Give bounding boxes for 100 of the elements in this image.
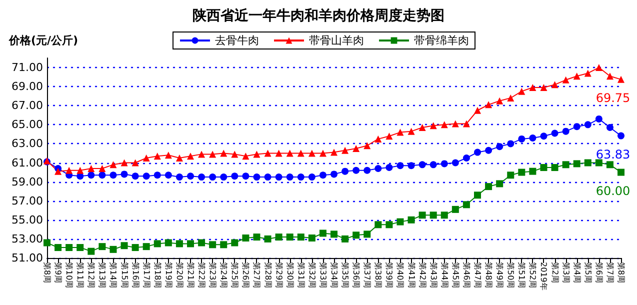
point: [529, 84, 536, 92]
point: [529, 168, 536, 175]
point: [606, 72, 614, 80]
y-tick-label: 57.00: [12, 194, 43, 208]
point: [396, 218, 404, 226]
point: [264, 150, 272, 157]
point: [88, 172, 95, 179]
point: [110, 172, 117, 179]
point: [198, 150, 206, 158]
point: [330, 148, 338, 156]
point: [308, 150, 316, 157]
point: [98, 172, 106, 179]
x-tick-label: 第6周: [594, 262, 604, 284]
point: [286, 174, 294, 181]
point: [408, 216, 415, 224]
point: [187, 152, 194, 160]
point: [176, 240, 183, 248]
point: [88, 164, 95, 172]
y-tick-label: 63.00: [12, 137, 43, 150]
point: [618, 132, 624, 140]
point: [374, 135, 382, 142]
point: [319, 150, 326, 157]
x-tick-label: 第30周: [285, 262, 294, 288]
point: [595, 115, 602, 122]
point: [264, 174, 272, 181]
y-tick-label: 51.00: [12, 252, 43, 264]
point: [507, 94, 514, 102]
point: [562, 161, 570, 168]
x-tick-label: 第47周: [473, 262, 482, 288]
point: [364, 230, 371, 238]
x-tick-label: 第22周: [197, 262, 206, 288]
y-tick-label: 55.00: [12, 213, 43, 226]
point: [297, 234, 304, 241]
point: [364, 166, 371, 174]
point: [485, 183, 492, 190]
x-tick-label: 第37周: [362, 262, 372, 288]
point: [396, 128, 404, 136]
x-tick-label: 第44周: [440, 262, 449, 288]
x-tick-label: 第23周: [208, 262, 218, 288]
point: [418, 212, 426, 219]
point: [209, 241, 216, 248]
point: [529, 134, 536, 142]
point: [142, 154, 150, 162]
point: [231, 172, 238, 180]
point: [606, 161, 614, 168]
point: [242, 234, 250, 242]
point: [408, 128, 415, 135]
y-axis-title: 价格(元/公斤): [8, 34, 78, 47]
point: [88, 248, 95, 255]
x-tick-label: 第41周: [406, 262, 416, 288]
point: [507, 140, 514, 148]
point: [319, 230, 326, 237]
point: [474, 148, 481, 156]
point: [551, 130, 558, 137]
point: [66, 244, 73, 252]
point: [264, 235, 272, 242]
point: [440, 160, 448, 168]
point: [408, 162, 415, 170]
point: [507, 172, 514, 179]
x-tick-label: 第3周: [561, 262, 570, 284]
point: [275, 150, 282, 157]
point: [364, 142, 371, 150]
point: [220, 174, 228, 181]
x-tick-label: 第2周: [550, 262, 560, 284]
point: [308, 174, 316, 181]
point: [275, 174, 282, 181]
point: [308, 234, 316, 242]
x-tick-label: 第5周: [583, 262, 592, 284]
point: [474, 106, 481, 114]
point: [253, 234, 260, 241]
x-tick-label: 第9周: [54, 262, 63, 284]
point: [573, 123, 580, 130]
point: [595, 64, 602, 72]
point: [187, 172, 194, 180]
point: [374, 164, 382, 172]
point: [352, 232, 360, 239]
point: [120, 170, 128, 178]
point: [584, 121, 592, 128]
x-tick-label: 第29周: [274, 262, 284, 288]
point: [518, 168, 526, 176]
point: [142, 172, 150, 180]
point: [297, 150, 304, 157]
x-tick-label: 第8周: [42, 262, 52, 284]
point: [485, 146, 492, 154]
legend-label: 带骨绵羊肉: [414, 34, 469, 47]
point: [573, 72, 580, 80]
y-tick-label: 65.00: [12, 118, 43, 132]
point: [386, 164, 393, 172]
point: [164, 152, 172, 159]
point: [297, 174, 304, 181]
point: [242, 152, 250, 160]
point: [518, 135, 526, 142]
point: [606, 124, 614, 132]
point: [418, 124, 426, 132]
legend-label: 去骨牛肉: [215, 34, 259, 47]
point: [120, 242, 128, 250]
point: [220, 241, 228, 248]
point: [562, 128, 570, 135]
point: [540, 164, 548, 172]
x-tick-label: 第36周: [352, 262, 361, 288]
